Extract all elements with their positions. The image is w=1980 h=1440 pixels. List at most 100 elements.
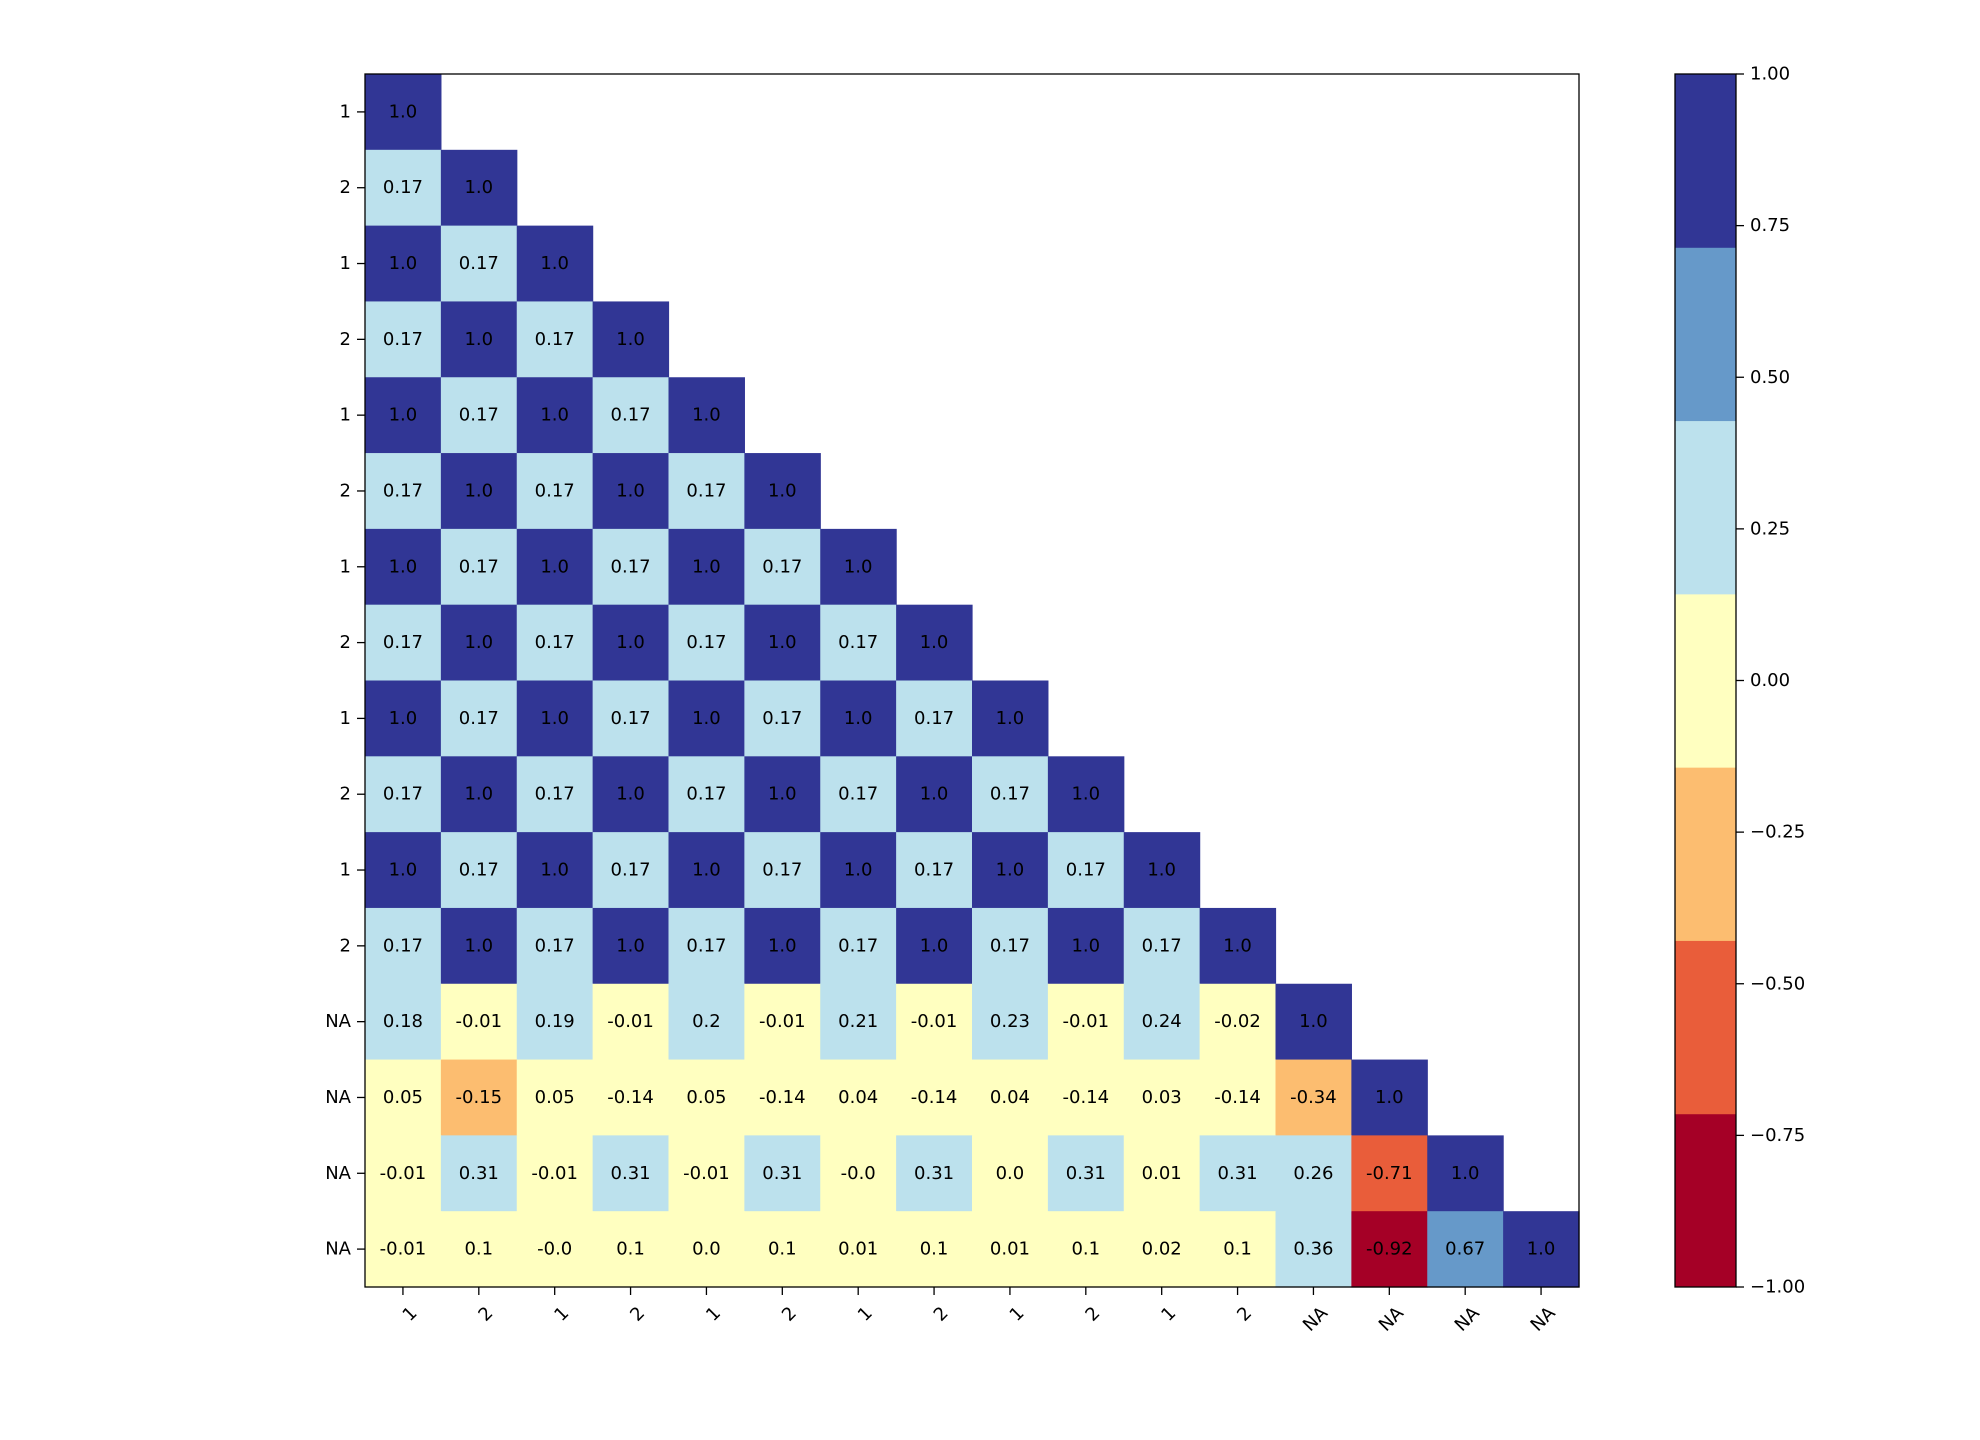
colorbar-tick-label: 0.25 — [1750, 518, 1790, 539]
cell-value-label: -0.02 — [1214, 1011, 1261, 1032]
x-tick-label: 2 — [930, 1303, 953, 1326]
x-tick-label: NA — [1527, 1302, 1561, 1336]
colorbar-tick-label: 0.50 — [1750, 367, 1790, 388]
cell-value-label: -0.0 — [537, 1239, 572, 1260]
cell-value-label: 0.17 — [990, 935, 1030, 956]
heatmap-cell — [668, 528, 745, 606]
heatmap-cell — [1123, 1211, 1201, 1288]
cell-value-label: 0.17 — [611, 708, 651, 729]
cell-value-label: -0.01 — [911, 1011, 958, 1032]
heatmap-cell — [972, 1135, 1049, 1212]
cell-value-label: 1.0 — [540, 556, 569, 577]
heatmap-cell — [820, 528, 897, 606]
cell-value-label: 1.0 — [1147, 860, 1176, 881]
y-tick-label: NA — [325, 1011, 351, 1032]
cell-value-label: 0.31 — [611, 1163, 651, 1184]
colorbar-bin — [1675, 1113, 1736, 1288]
heatmap-cell — [1047, 983, 1125, 1061]
heatmap-cell — [668, 907, 745, 985]
heatmap-cell — [668, 453, 745, 530]
heatmap-cell — [365, 756, 442, 833]
heatmap-cell — [365, 528, 442, 606]
heatmap-cell — [592, 301, 670, 378]
cell-value-label: -0.01 — [1063, 1011, 1110, 1032]
cell-value-label: 0.19 — [535, 1011, 575, 1032]
cell-value-label: 1.0 — [1375, 1087, 1404, 1108]
y-tick-label: 2 — [340, 632, 351, 653]
heatmap-cell — [516, 832, 594, 909]
heatmap-cell — [365, 1059, 442, 1136]
cell-value-label: -0.01 — [607, 1011, 654, 1032]
heatmap-cell — [1199, 983, 1277, 1061]
x-axis-ticks: 1 2 1 2 1 2 1 2 1 2 1 2 NA NA NA NA — [399, 1287, 1561, 1336]
cell-value-label: 0.05 — [535, 1087, 575, 1108]
cell-value-label: 1.0 — [616, 480, 645, 501]
heatmap-cell — [1503, 1211, 1580, 1288]
heatmap-cell — [1047, 907, 1125, 985]
heatmap-cell — [1047, 1211, 1125, 1288]
colorbar-tick-label: −0.25 — [1750, 822, 1805, 843]
cell-value-label: 0.17 — [838, 935, 878, 956]
cell-value-label: 0.17 — [611, 405, 651, 426]
x-tick-label: 1 — [399, 1303, 422, 1326]
colorbar-bin — [1675, 940, 1736, 1115]
heatmap-cell — [744, 756, 821, 833]
cell-value-label: 0.01 — [838, 1239, 878, 1260]
cell-value-label: 0.17 — [838, 784, 878, 805]
cell-value-label: 1.0 — [920, 935, 949, 956]
cell-value-label: 1.0 — [844, 708, 873, 729]
cell-value-label: 0.17 — [762, 860, 802, 881]
heatmap-cell — [365, 225, 442, 303]
y-tick-label: NA — [325, 1087, 351, 1108]
heatmap-cell — [668, 1211, 745, 1288]
cell-value-label: 0.17 — [459, 556, 499, 577]
heatmap-cell — [820, 983, 897, 1061]
heatmap-cell — [365, 680, 442, 757]
cell-value-label: 0.17 — [686, 480, 726, 501]
cell-value-label: 0.1 — [920, 1239, 949, 1260]
cell-value-label: 0.31 — [762, 1163, 802, 1184]
heatmap-cell — [440, 680, 518, 757]
cell-value-label: 0.17 — [838, 632, 878, 653]
heatmap-cell — [592, 832, 670, 909]
cell-value-label: 0.17 — [914, 860, 954, 881]
x-tick-label: 1 — [1157, 1303, 1180, 1326]
heatmap-cell — [1047, 1135, 1125, 1212]
cell-value-label: 1.0 — [464, 784, 493, 805]
cell-value-label: 0.67 — [1445, 1239, 1485, 1260]
cell-value-label: 0.24 — [1142, 1011, 1182, 1032]
cell-value-label: 0.1 — [768, 1239, 797, 1260]
heatmap-cell — [592, 1135, 670, 1212]
x-tick-label: 1 — [1006, 1303, 1029, 1326]
cell-value-label: 0.17 — [535, 329, 575, 350]
heatmap-cell — [820, 604, 897, 682]
cell-value-label: 0.17 — [611, 860, 651, 881]
heatmap-cell — [1199, 907, 1277, 985]
heatmap-cell — [744, 907, 821, 985]
heatmap-cell — [1351, 1059, 1428, 1136]
cell-value-label: 1.0 — [1071, 784, 1100, 805]
cell-value-label: 1.0 — [1451, 1163, 1480, 1184]
cell-value-label: 1.0 — [844, 860, 873, 881]
y-tick-label: 1 — [340, 860, 351, 881]
heatmap-cell — [440, 225, 518, 303]
cell-value-label: 0.36 — [1293, 1239, 1333, 1260]
cell-value-label: 1.0 — [692, 860, 721, 881]
x-tick-label: 1 — [550, 1303, 573, 1326]
heatmap-cell — [820, 680, 897, 757]
heatmap-cell — [365, 149, 442, 227]
heatmap-cell — [1123, 983, 1201, 1061]
heatmap-cell — [592, 756, 670, 833]
cell-value-label: 1.0 — [616, 935, 645, 956]
cell-value-label: -0.01 — [456, 1011, 503, 1032]
heatmap-cell — [1123, 832, 1201, 909]
heatmap-cell — [440, 756, 518, 833]
heatmap-cell — [592, 528, 670, 606]
cell-value-label: 1.0 — [389, 556, 418, 577]
cell-value-label: 0.31 — [1218, 1163, 1258, 1184]
heatmap-cell — [668, 1059, 745, 1136]
cell-value-label: 0.31 — [1066, 1163, 1106, 1184]
cell-value-label: 1.0 — [616, 632, 645, 653]
cell-value-label: 0.17 — [459, 253, 499, 274]
heatmap-cell — [896, 756, 973, 833]
